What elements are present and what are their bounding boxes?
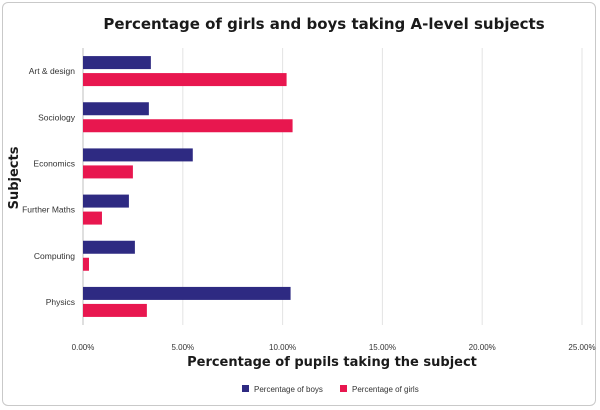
bar-girls <box>83 119 293 133</box>
legend-swatch <box>242 385 249 392</box>
category-label: Economics <box>33 158 75 168</box>
bars <box>83 56 293 317</box>
legend: Percentage of boys Percentage of girls <box>242 385 419 394</box>
bar-girls <box>83 165 133 179</box>
y-axis-title: Subjects <box>7 146 22 209</box>
x-tick-label: 0.00% <box>72 343 95 352</box>
category-label: Further Maths <box>22 205 75 215</box>
bar-boys <box>83 102 149 116</box>
category-labels: Art & design Sociology Economics Further Ma… <box>22 66 76 307</box>
bar-boys <box>83 286 291 300</box>
x-axis-title: Percentage of pupils taking the subject <box>187 355 477 370</box>
grid-lines <box>82 48 583 325</box>
category-label: Sociology <box>38 112 76 122</box>
chart-title: Percentage of girls and boys taking A-le… <box>103 15 544 33</box>
legend-label: Percentage of girls <box>352 385 419 394</box>
bar-girls <box>83 257 89 271</box>
x-tick-label: 10.00% <box>269 343 296 352</box>
bar-boys <box>83 240 135 254</box>
x-tick-label: 5.00% <box>171 343 194 352</box>
bar-boys <box>83 56 151 70</box>
bar-boys <box>83 148 193 162</box>
category-label: Art & design <box>29 66 76 76</box>
legend-swatch <box>340 385 347 392</box>
x-tick-labels: 0.00% 5.00% 10.00% 15.00% 20.00% 25.00% <box>72 343 596 352</box>
legend-label: Percentage of boys <box>254 385 323 394</box>
bar-boys <box>83 194 129 208</box>
category-label: Physics <box>46 297 75 307</box>
bar-girls <box>83 211 102 225</box>
x-tick-label: 20.00% <box>469 343 496 352</box>
x-tick-label: 25.00% <box>568 343 595 352</box>
x-tick-label: 15.00% <box>369 343 396 352</box>
category-label: Computing <box>34 251 75 261</box>
bar-girls <box>83 303 147 317</box>
bar-girls <box>83 73 287 87</box>
